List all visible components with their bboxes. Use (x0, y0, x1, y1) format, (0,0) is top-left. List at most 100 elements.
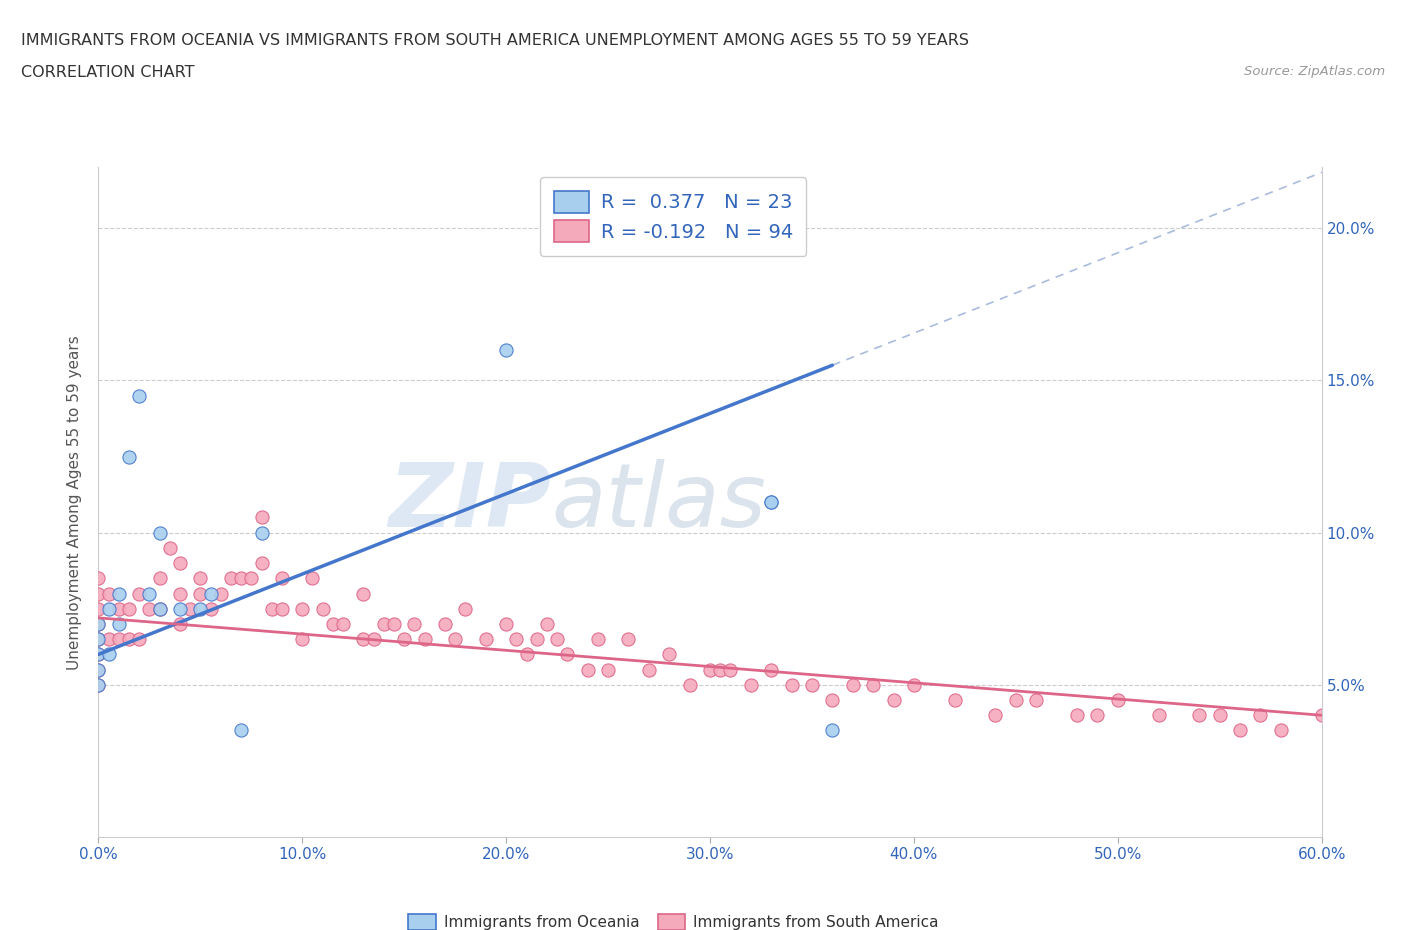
Point (87, 662, 110, 677)
Point (128, 388, 150, 403)
Point (1066, 708, 1088, 723)
Point (576, 662, 599, 677)
Point (546, 631, 568, 646)
Point (434, 617, 457, 631)
Point (118, 602, 141, 617)
Point (87, 617, 110, 631)
Point (188, 602, 212, 617)
Point (97, 586, 120, 601)
Point (219, 571, 242, 586)
Y-axis label: Unemployment Among Ages 55 to 59 years: Unemployment Among Ages 55 to 59 years (67, 335, 83, 670)
Point (943, 693, 966, 708)
Legend: Immigrants from Oceania, Immigrants from South America: Immigrants from Oceania, Immigrants from… (402, 909, 945, 930)
Point (87, 677, 110, 692)
Point (709, 662, 731, 677)
Point (108, 617, 131, 631)
Point (761, 495, 783, 510)
Point (841, 677, 863, 692)
Point (679, 677, 702, 692)
Text: atlas: atlas (551, 459, 766, 545)
Point (188, 571, 212, 586)
Point (291, 602, 314, 617)
Point (87, 631, 110, 646)
Point (87, 617, 110, 631)
Point (1188, 708, 1211, 723)
Point (169, 602, 191, 617)
Point (1249, 708, 1271, 723)
Point (1025, 693, 1047, 708)
Point (1085, 708, 1108, 723)
Point (159, 540, 181, 555)
Point (761, 495, 783, 510)
Point (536, 617, 558, 631)
Point (169, 555, 191, 570)
Point (984, 708, 1007, 723)
Point (1004, 693, 1026, 708)
Point (188, 586, 212, 601)
Point (149, 571, 172, 586)
Text: ZIP: ZIP (388, 458, 551, 546)
Point (200, 602, 222, 617)
Point (413, 631, 436, 646)
Point (87, 586, 110, 601)
Point (1270, 723, 1292, 737)
Point (363, 631, 385, 646)
Point (118, 631, 141, 646)
Point (87, 662, 110, 677)
Point (821, 693, 844, 708)
Point (87, 647, 110, 662)
Point (108, 602, 131, 617)
Point (617, 631, 640, 646)
Point (322, 617, 344, 631)
Point (87, 647, 110, 662)
Point (312, 602, 335, 617)
Point (87, 631, 110, 646)
Point (474, 631, 498, 646)
Point (495, 342, 517, 357)
Point (138, 602, 160, 617)
Point (352, 586, 374, 601)
Point (382, 617, 405, 631)
Point (404, 617, 426, 631)
Point (260, 602, 283, 617)
Point (97, 647, 120, 662)
Point (270, 602, 294, 617)
Point (454, 602, 477, 617)
Point (883, 693, 905, 708)
Point (250, 525, 273, 540)
Point (301, 571, 323, 586)
Point (87, 602, 110, 617)
Point (149, 602, 172, 617)
Point (250, 510, 273, 525)
Point (638, 662, 661, 677)
Point (444, 631, 467, 646)
Point (332, 617, 354, 631)
Point (1310, 708, 1333, 723)
Point (658, 647, 681, 662)
Point (505, 631, 527, 646)
Point (179, 602, 201, 617)
Point (250, 555, 273, 570)
Text: Source: ZipAtlas.com: Source: ZipAtlas.com (1244, 65, 1385, 78)
Point (118, 449, 141, 464)
Point (862, 677, 884, 692)
Point (516, 647, 538, 662)
Point (149, 525, 172, 540)
Point (586, 631, 609, 646)
Point (108, 631, 131, 646)
Point (740, 677, 762, 692)
Point (1147, 708, 1170, 723)
Point (209, 586, 232, 601)
Point (495, 617, 517, 631)
Point (699, 662, 721, 677)
Point (97, 602, 120, 617)
Point (97, 631, 120, 646)
Point (801, 677, 824, 692)
Point (240, 571, 263, 586)
Point (392, 631, 416, 646)
Point (87, 677, 110, 692)
Point (720, 662, 742, 677)
Point (1209, 708, 1232, 723)
Point (128, 586, 150, 601)
Point (903, 677, 925, 692)
